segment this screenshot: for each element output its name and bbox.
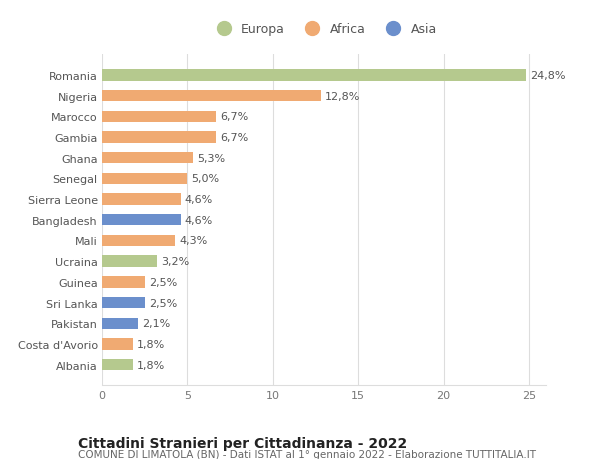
Bar [102, 215, 181, 226]
Text: 24,8%: 24,8% [530, 71, 565, 81]
Bar [102, 235, 175, 246]
Bar [102, 174, 187, 185]
Bar [102, 277, 145, 288]
Text: COMUNE DI LIMATOLA (BN) - Dati ISTAT al 1° gennaio 2022 - Elaborazione TUTTITALI: COMUNE DI LIMATOLA (BN) - Dati ISTAT al … [78, 449, 536, 459]
Bar [102, 153, 193, 164]
Bar [102, 194, 181, 205]
Bar [102, 70, 526, 81]
Bar [102, 112, 217, 123]
Bar [102, 91, 320, 102]
Bar [102, 256, 157, 267]
Text: 3,2%: 3,2% [161, 257, 189, 267]
Text: 12,8%: 12,8% [325, 91, 360, 101]
Text: 2,5%: 2,5% [149, 277, 177, 287]
Text: 6,7%: 6,7% [221, 112, 249, 122]
Text: Cittadini Stranieri per Cittadinanza - 2022: Cittadini Stranieri per Cittadinanza - 2… [78, 436, 407, 450]
Text: 4,3%: 4,3% [180, 236, 208, 246]
Text: 5,0%: 5,0% [191, 174, 220, 184]
Bar [102, 297, 145, 308]
Bar [102, 359, 133, 370]
Text: 4,6%: 4,6% [185, 215, 213, 225]
Text: 5,3%: 5,3% [197, 153, 225, 163]
Text: 6,7%: 6,7% [221, 133, 249, 143]
Legend: Europa, Africa, Asia: Europa, Africa, Asia [206, 18, 442, 41]
Text: 1,8%: 1,8% [137, 360, 165, 370]
Bar [102, 132, 217, 143]
Text: 1,8%: 1,8% [137, 339, 165, 349]
Text: 4,6%: 4,6% [185, 195, 213, 205]
Text: 2,1%: 2,1% [142, 319, 170, 329]
Bar [102, 339, 133, 350]
Text: 2,5%: 2,5% [149, 298, 177, 308]
Bar [102, 318, 138, 329]
